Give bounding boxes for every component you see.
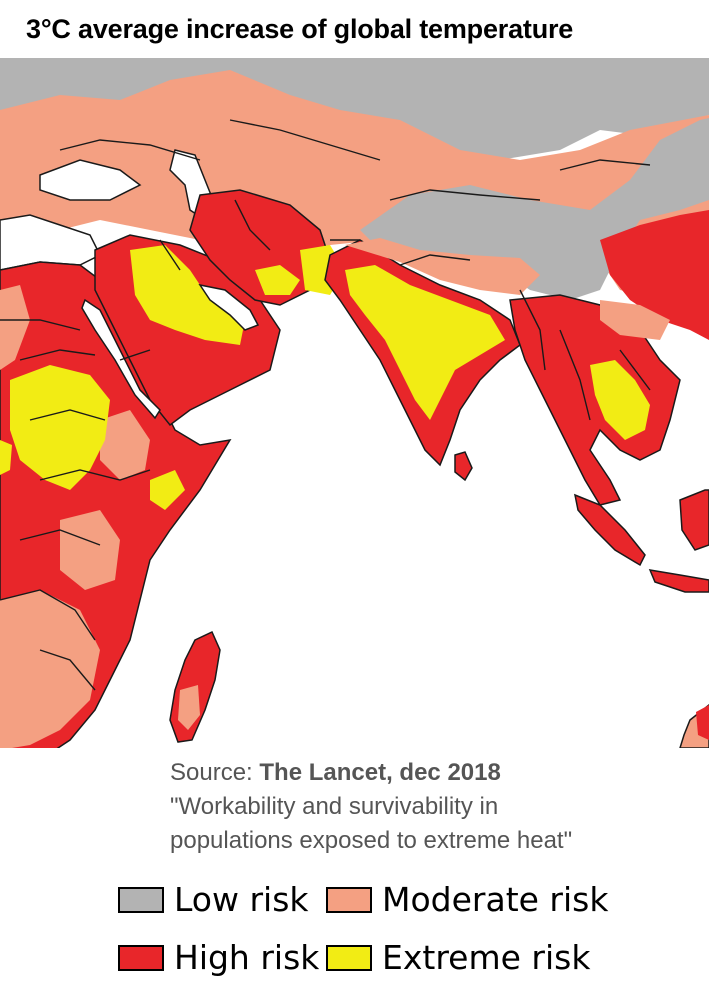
moderate-risk-north (0, 70, 709, 330)
horn-extreme (150, 470, 185, 510)
legend-swatch-moderate (326, 886, 372, 913)
legend-item-high: High risk (118, 938, 319, 977)
south-china-high-risk (600, 210, 709, 340)
country-borders (0, 119, 651, 691)
source-note: Source: The Lancet, dec 2018 "Workabilit… (170, 756, 572, 858)
legend-item-extreme: Extreme risk (326, 938, 590, 977)
ethiopia-moderate (100, 410, 150, 480)
source-prefix: Source: (170, 759, 260, 786)
africa-moderate-west (0, 285, 30, 370)
sudan-extreme (10, 365, 110, 490)
map-title: 3°C average increase of global temperatu… (26, 14, 574, 44)
sumatra (573, 493, 646, 567)
legend-label-low: Low risk (174, 880, 309, 919)
australia-high (696, 705, 709, 740)
legend-label-extreme: Extreme risk (382, 938, 591, 977)
legend-swatch-low (118, 886, 164, 913)
legend-label-moderate: Moderate risk (382, 880, 609, 919)
east-africa-moderate (60, 510, 120, 590)
southeast-asia-high-risk (509, 294, 681, 506)
legend-swatch-extreme (326, 944, 372, 971)
legend-label-high: High risk (174, 938, 320, 977)
east-china-moderate (600, 300, 670, 340)
west-africa-extreme (0, 440, 12, 475)
iran-extreme (255, 265, 300, 295)
legend-swatch-high (118, 944, 164, 971)
black-sea (39, 159, 142, 201)
java (648, 569, 709, 593)
sri-lanka (454, 451, 473, 482)
persian-gulf (198, 283, 260, 331)
legend-item-low: Low risk (118, 880, 309, 919)
thailand-extreme (590, 360, 650, 440)
source-line-2: "Workability and survivability in (170, 793, 499, 820)
madagascar-moderate (178, 685, 200, 730)
borneo (679, 489, 709, 551)
legend-item-moderate: Moderate risk (326, 880, 608, 919)
risk-map (0, 58, 709, 748)
africa-moderate-south (0, 590, 100, 748)
himalaya-moderate (345, 238, 540, 295)
india-extreme (345, 265, 505, 420)
source-line-3: populations exposed to extreme heat" (170, 827, 573, 854)
source-name: The Lancet, dec 2018 (259, 759, 501, 786)
arabia-extreme (130, 245, 245, 345)
